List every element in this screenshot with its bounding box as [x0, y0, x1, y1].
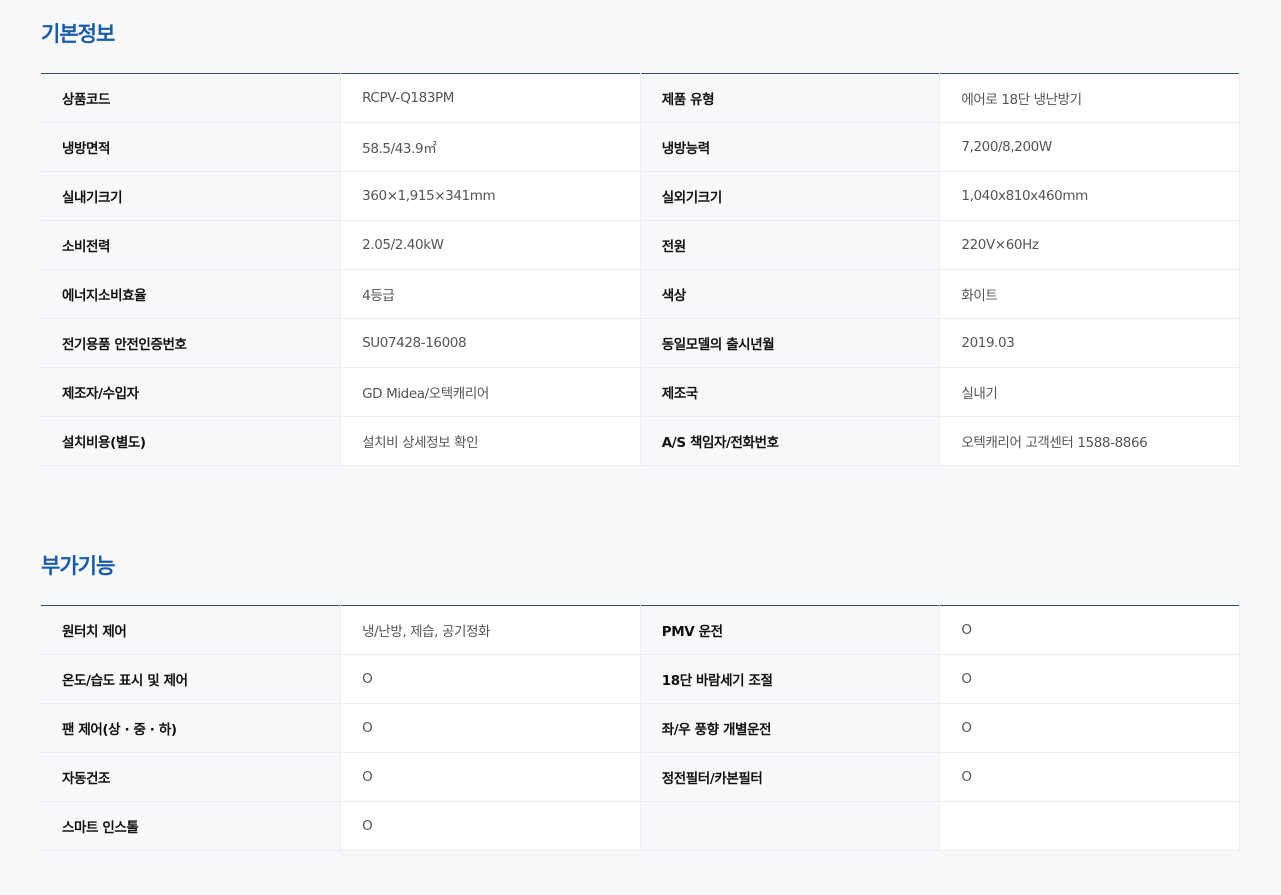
spec-value: SU07428-16008 [340, 318, 641, 368]
spec-label: 에너지소비효율 [41, 269, 342, 319]
spec-value: 오텍캐리어 고객센터 1588-8866 [939, 416, 1240, 466]
table-row: 소비전력 2.05/2.40kW 전원 220V×60Hz [41, 220, 1240, 270]
table-row: 스마트 인스톨 O [41, 801, 1240, 851]
table-row: 온도/습도 표시 및 제어 O 18단 바람세기 조절 O [41, 654, 1240, 704]
spec-value: 에어로 18단 냉난방기 [939, 73, 1240, 123]
spec-value: RCPV-Q183PM [340, 73, 641, 123]
spec-label: 동일모델의 출시년월 [640, 318, 941, 368]
spec-label: 자동건조 [41, 752, 342, 802]
spec-value: 2.05/2.40kW [340, 220, 641, 270]
spec-label: 온도/습도 표시 및 제어 [41, 654, 342, 704]
spec-value: GD Midea/오텍캐리어 [340, 367, 641, 417]
spec-value: 360×1,915×341mm [340, 171, 641, 221]
spec-value: 220V×60Hz [939, 220, 1240, 270]
spec-label: 18단 바람세기 조절 [640, 654, 941, 704]
table-row: 제조자/수입자 GD Midea/오텍캐리어 제조국 실내기 [41, 367, 1240, 417]
spec-value: O [939, 654, 1240, 704]
spec-value: 실내기 [939, 367, 1240, 417]
spec-value: 화이트 [939, 269, 1240, 319]
basic-info-title: 기본정보 [41, 22, 115, 46]
spec-label: 제조자/수입자 [41, 367, 342, 417]
spec-value: 냉/난방, 제습, 공기정화 [340, 605, 641, 655]
table-row: 냉방면적 58.5/43.9㎡ 냉방능력 7,200/8,200W [41, 122, 1240, 172]
extra-features-title: 부가기능 [41, 554, 115, 578]
spec-value: O [939, 752, 1240, 802]
spec-label: 원터치 제어 [41, 605, 342, 655]
extra-features-table: 원터치 제어 냉/난방, 제습, 공기정화 PMV 운전 O 온도/습도 표시 및 제어… [41, 605, 1240, 851]
spec-value: O [939, 605, 1240, 655]
table-row: 에너지소비효율 4등급 색상 화이트 [41, 269, 1240, 319]
spec-label: 스마트 인스톨 [41, 801, 342, 851]
spec-label: 소비전력 [41, 220, 342, 270]
spec-label: 냉방면적 [41, 122, 342, 172]
spec-label: 상품코드 [41, 73, 342, 123]
spec-label: 실내기크기 [41, 171, 342, 221]
spec-label: 제조국 [640, 367, 941, 417]
spec-value: O [939, 703, 1240, 753]
spec-label: 색상 [640, 269, 941, 319]
spec-label: 전기용품 안전인증번호 [41, 318, 342, 368]
spec-value [939, 801, 1240, 851]
table-row: 전기용품 안전인증번호 SU07428-16008 동일모델의 출시년월 2019.0… [41, 318, 1240, 368]
spec-value: 설치비 상세정보 확인 [340, 416, 641, 466]
table-row: 자동건조 O 정전필터/카본필터 O [41, 752, 1240, 802]
spec-label: 실외기크기 [640, 171, 941, 221]
spec-label: 정전필터/카본필터 [640, 752, 941, 802]
basic-info-table: 상품코드 RCPV-Q183PM 제품 유형 에어로 18단 냉난방기 냉방면적 58.5… [41, 73, 1240, 466]
spec-label: 제품 유형 [640, 73, 941, 123]
spec-label: PMV 운전 [640, 605, 941, 655]
spec-value: O [340, 654, 641, 704]
table-row: 상품코드 RCPV-Q183PM 제품 유형 에어로 18단 냉난방기 [41, 73, 1240, 123]
spec-value: O [340, 752, 641, 802]
spec-label: A/S 책임자/전화번호 [640, 416, 941, 466]
spec-label: 설치비용(별도) [41, 416, 342, 466]
spec-value: 58.5/43.9㎡ [340, 122, 641, 172]
table-row: 설치비용(별도) 설치비 상세정보 확인 A/S 책임자/전화번호 오텍캐리어 고객센… [41, 416, 1240, 466]
spec-value: 4등급 [340, 269, 641, 319]
spec-value: 1,040x810x460mm [939, 171, 1240, 221]
spec-label: 팬 제어(상 · 중 · 하) [41, 703, 342, 753]
table-row: 원터치 제어 냉/난방, 제습, 공기정화 PMV 운전 O [41, 605, 1240, 655]
spec-value: O [340, 703, 641, 753]
spec-label: 전원 [640, 220, 941, 270]
spec-value: 7,200/8,200W [939, 122, 1240, 172]
table-row: 실내기크기 360×1,915×341mm 실외기크기 1,040x810x460mm [41, 171, 1240, 221]
spec-value: 2019.03 [939, 318, 1240, 368]
spec-label: 냉방능력 [640, 122, 941, 172]
spec-value: O [340, 801, 641, 851]
spec-label [640, 801, 941, 851]
table-row: 팬 제어(상 · 중 · 하) O 좌/우 풍향 개별운전 O [41, 703, 1240, 753]
spec-label: 좌/우 풍향 개별운전 [640, 703, 941, 753]
